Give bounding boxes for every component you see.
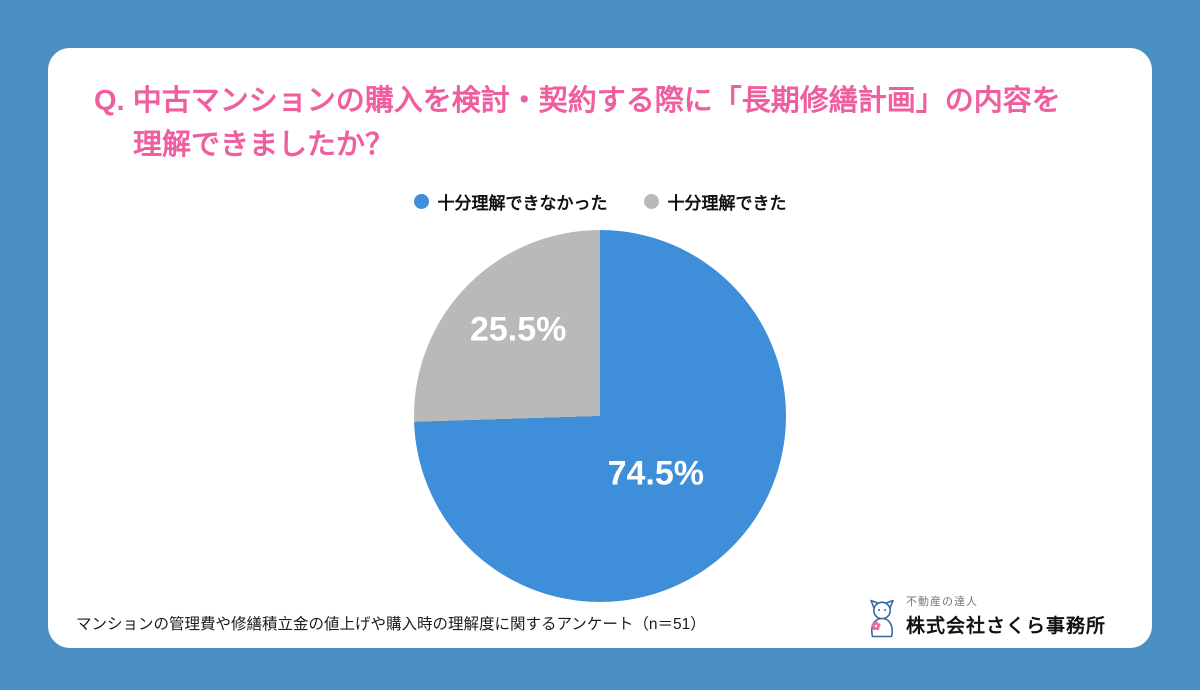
logo-text-block: 不動産の達人 株式会社さくら事務所: [906, 593, 1106, 638]
survey-source-note: マンションの管理費や修繕積立金の値上げや購入時の理解度に関するアンケート（n＝5…: [76, 616, 706, 633]
page-title: Q. 中古マンションの購入を検討・契約する際に「長期修繕計画」の内容を 理解でき…: [94, 80, 1106, 167]
chart-legend: 十分理解できなかった 十分理解できた: [48, 189, 1152, 214]
legend-label-not-understood: 十分理解できなかった: [437, 194, 608, 213]
logo-company-name: 株式会社さくら事務所: [905, 616, 1106, 637]
pie-label-not-understood: 74.5%: [607, 454, 704, 493]
infographic-card: Q. 中古マンションの購入を検討・契約する際に「長期修繕計画」の内容を 理解でき…: [48, 48, 1152, 648]
title-line-2: 理解できましたか？: [133, 128, 395, 161]
sakura-flower: [871, 621, 881, 631]
question-prefix: Q.: [94, 85, 125, 117]
legend-dot-blue: [413, 194, 429, 209]
legend-item-not-understood: 十分理解できなかった: [413, 189, 608, 214]
title-text-1: 中古マンションの購入を検討・契約する際に「長期修繕計画」の内容を: [132, 85, 1061, 117]
legend-dot-gray: [643, 194, 659, 209]
pie-chart-container: 25.5% 74.5%: [414, 230, 786, 602]
company-logo: 不動産の達人 株式会社さくら事務所: [864, 593, 1106, 638]
legend-label-understood: 十分理解できた: [667, 194, 787, 213]
title-line-1: Q. 中古マンションの購入を検討・契約する際に「長期修繕計画」の内容を: [94, 80, 1106, 124]
legend-item-understood: 十分理解できた: [643, 189, 787, 214]
sakura-mascot-icon: [870, 599, 894, 638]
pie-label-understood: 25.5%: [469, 310, 567, 349]
logo-tagline: 不動産の達人: [905, 596, 978, 608]
pie-chart: [414, 230, 786, 602]
